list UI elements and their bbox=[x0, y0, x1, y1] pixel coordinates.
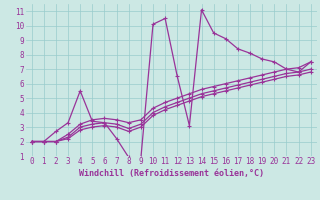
X-axis label: Windchill (Refroidissement éolien,°C): Windchill (Refroidissement éolien,°C) bbox=[79, 169, 264, 178]
